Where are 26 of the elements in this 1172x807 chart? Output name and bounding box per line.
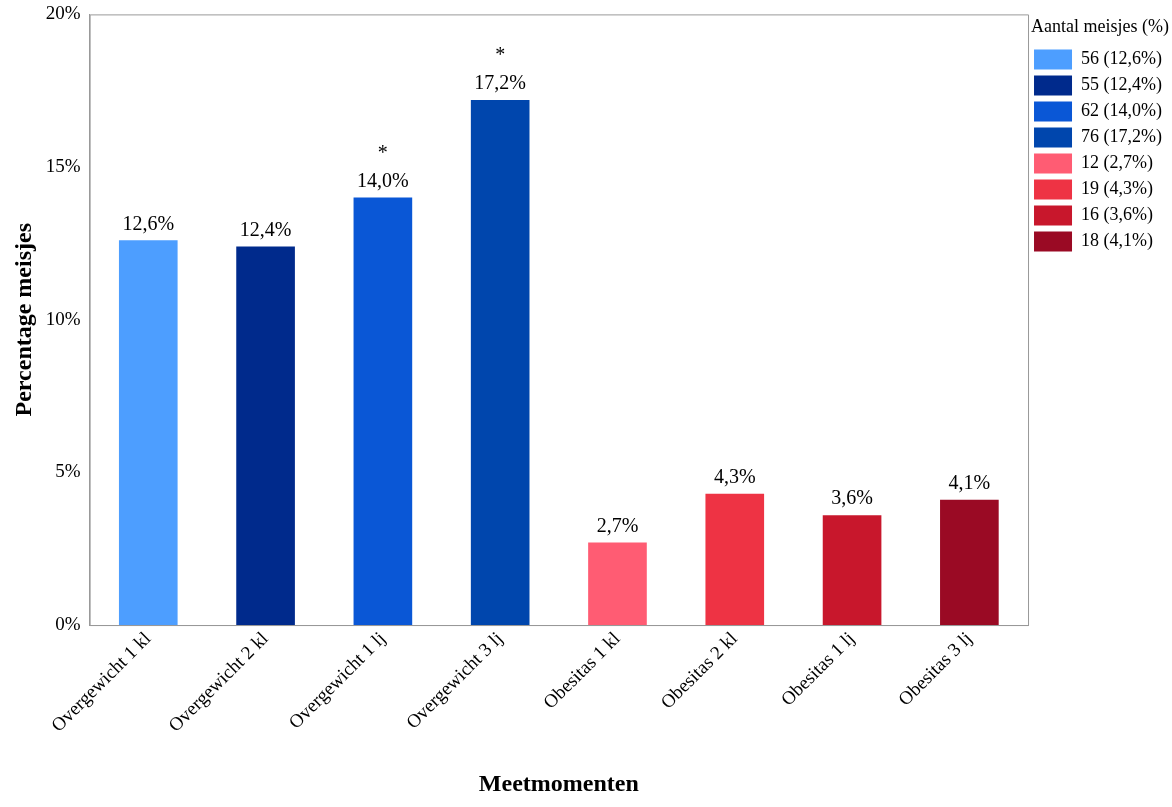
data-label: 12,4%	[239, 217, 292, 240]
y-tick-label: 10%	[45, 307, 81, 329]
y-tick-label: 15%	[45, 155, 81, 177]
legend-title: Aantal meisjes (%)	[1031, 15, 1169, 37]
legend-label: 55 (12,4%)	[1081, 74, 1163, 96]
y-tick-label: 20%	[45, 2, 81, 24]
x-axis-title: Meetmomenten	[478, 769, 639, 796]
data-label: 2,7%	[596, 513, 639, 536]
legend-label: 18 (4,1%)	[1081, 230, 1154, 252]
data-label: 14,0%	[357, 168, 409, 191]
annotation: *	[495, 43, 506, 66]
data-label: 4,3%	[713, 465, 756, 488]
legend-label: 16 (3,6%)	[1081, 204, 1154, 226]
y-tick-label: 0%	[55, 613, 81, 635]
legend-label: 76 (17,2%)	[1081, 126, 1163, 148]
data-label: 4,1%	[948, 471, 991, 494]
legend-label: 19 (4,3%)	[1081, 178, 1154, 200]
data-label: 3,6%	[831, 486, 873, 509]
legend-label: 56 (12,6%)	[1081, 48, 1163, 70]
y-axis-title: Percentage meisjes	[9, 222, 36, 417]
data-label: 17,2%	[474, 71, 527, 94]
legend-label: 62 (14,0%)	[1081, 100, 1163, 122]
y-tick-label: 5%	[55, 460, 81, 482]
legend-label: 12 (2,7%)	[1081, 152, 1154, 174]
annotation: *	[377, 140, 388, 163]
data-label: 12,6%	[122, 211, 175, 234]
